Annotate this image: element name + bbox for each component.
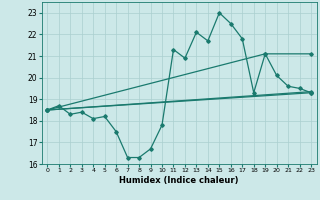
X-axis label: Humidex (Indice chaleur): Humidex (Indice chaleur) (119, 176, 239, 185)
